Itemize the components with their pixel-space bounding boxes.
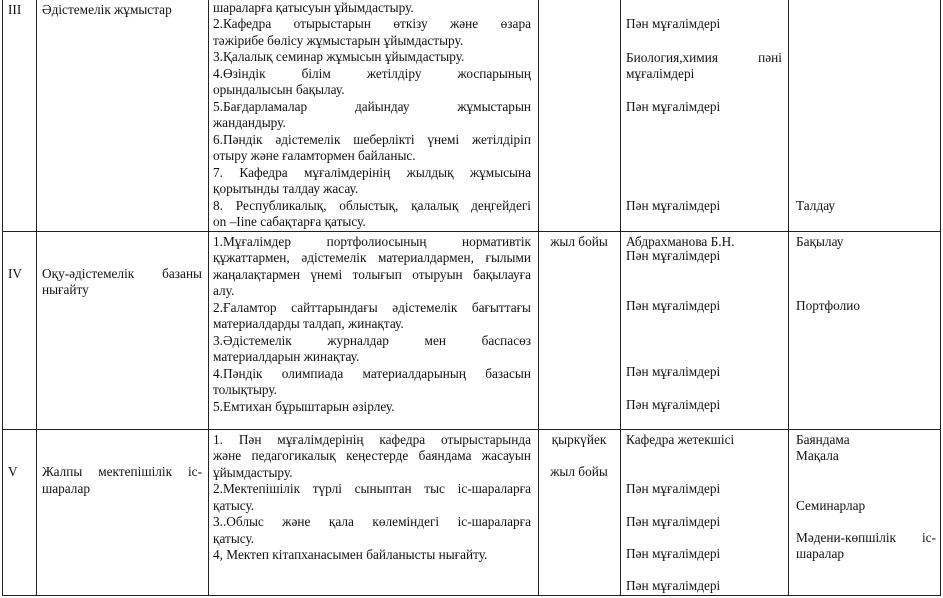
form-line: Портфолио (796, 298, 861, 313)
content-line: 3.Әдістемелік журналдар мен баспасөз (213, 333, 531, 348)
responsible-line: Пән мұғалімдері (626, 198, 721, 213)
column-divider (36, 0, 37, 596)
content-line: 2.Мектепішілік түрлі сыныптан тыс іс-шар… (213, 481, 531, 496)
time-line: қыркүйек (551, 432, 607, 447)
content-line: 3.Қалалық семинар жұмысын ұйымдастыру. (213, 49, 465, 64)
row-number: V (8, 464, 18, 479)
content-line: 3..Облыс және қала көлеміндегі іс-шарала… (213, 514, 531, 529)
responsible-line: Пән мұғалімдері (626, 578, 721, 593)
row-number: IV (8, 266, 23, 281)
responsible-line: Биология,химия пәні (626, 50, 782, 65)
responsible-line: Пән мұғалімдері (626, 364, 721, 379)
content-line: толықтыру. (213, 382, 277, 397)
responsible-line: Кафедра жетекшісі (626, 432, 735, 447)
responsible-line: Абдрахманова Б.Н. (626, 234, 735, 249)
responsible-line: Пән мұғалімдері (626, 514, 721, 529)
content-line: материалдарын жинақтау. (213, 349, 360, 364)
responsible-line: Пән мұғалімдері (626, 16, 721, 31)
time-line: жыл бойы (550, 464, 608, 479)
content-line: 6.Пәндік әдістемелік шеберлікті үнемі же… (213, 132, 531, 147)
form-line: шаралар (796, 546, 844, 561)
table-border (2, 595, 941, 596)
column-divider (538, 0, 539, 596)
content-line: 7. Кафедра мұғалімдерінің жылдық жұмысын… (213, 165, 531, 180)
content-line: 8. Республикалық, облыстық, қалалық деңг… (213, 198, 531, 213)
form-line: Талдау (796, 198, 836, 213)
time-line: жыл бойы (550, 234, 608, 249)
content-line: 4.Өзіндік білім жетілдіру жоспарының (213, 66, 531, 81)
content-line: on –Iine сабақтарға қатысу. (213, 214, 366, 229)
content-line: қорытынды талдау жасау. (213, 181, 359, 196)
responsible-line: Пән мұғалімдері (626, 397, 721, 412)
content-line: орындалысын бақылау. (213, 82, 345, 97)
content-line: 2.Кафедра отырыстарын өткізу және өзара (213, 16, 531, 31)
content-line: 1. Пән мұғалімдерінің кафедра отырыстары… (213, 432, 531, 447)
responsible-line: Пән мұғалімдері (626, 546, 721, 561)
responsible-line: Пән мұғалімдері (626, 481, 721, 496)
row-number: III (8, 2, 22, 17)
content-line: 5.Бағдарламалар дайындау жұмыстарын (213, 99, 531, 114)
form-line: Мәдени-көпшілік іс- (796, 530, 936, 545)
row-title: Жалпы мектепішілік іс- (42, 464, 202, 479)
content-line: 5.Емтихан бұрыштарын әзірлеу. (213, 399, 395, 414)
column-divider (208, 0, 209, 596)
content-line: 2.Ғаламтор сайттарындағы әдістемелік бағ… (213, 300, 531, 315)
form-line: Баяндама (796, 432, 850, 447)
responsible-line: Пән мұғалімдері (626, 298, 721, 313)
row-divider (2, 429, 941, 430)
form-line: Мақала (796, 448, 839, 463)
content-line: құжаттармен, әдістемелік материалдармен,… (213, 250, 531, 265)
content-line: шараларға қатысуын ұйымдастыру. (213, 0, 414, 15)
responsible-line: Пән мұғалімдері (626, 248, 721, 263)
content-line: қатысу. (213, 531, 255, 546)
responsible-line: мұғалімдері (626, 66, 695, 81)
responsible-line: Пән мұғалімдері (626, 99, 721, 114)
row-title: Оқу-әдістемелік базаны (42, 266, 202, 281)
row-divider (2, 231, 941, 232)
row-title: нығайту (42, 282, 89, 297)
column-divider (620, 0, 621, 596)
content-line: тәжірибе бөлісу жұмыстарын ұйымдастыру. (213, 33, 464, 48)
content-line: 1.Мұғалімдер портфолиосының нормативтік (213, 234, 531, 249)
table-border (2, 0, 3, 596)
content-line: қатысу. (213, 498, 255, 513)
content-line: жандандыру. (213, 115, 286, 130)
form-line: Бақылау (796, 234, 844, 249)
row-title: шаралар (42, 481, 90, 496)
content-line: 4.Пәндік олимпиада материалдарының базас… (213, 366, 531, 381)
content-line: 4, Мектеп кітапханасымен байланысты ныға… (213, 547, 488, 562)
content-line: және педагогикалық кеңестерде баяндама ж… (213, 448, 531, 463)
row-title: Әдістемелік жұмыстар (42, 2, 172, 17)
content-line: материалдарды талдап, жинақтау. (213, 316, 404, 331)
column-divider (788, 0, 789, 596)
content-line: ұйымдастыру. (213, 465, 293, 480)
content-line: алу. (213, 283, 235, 298)
content-line: жаңалақтармен үнемі толығып отыруын бақы… (213, 267, 531, 282)
form-line: Семинарлар (796, 498, 866, 513)
table-border (940, 0, 941, 596)
content-line: отыру және ғаламтормен байланыс. (213, 148, 416, 163)
